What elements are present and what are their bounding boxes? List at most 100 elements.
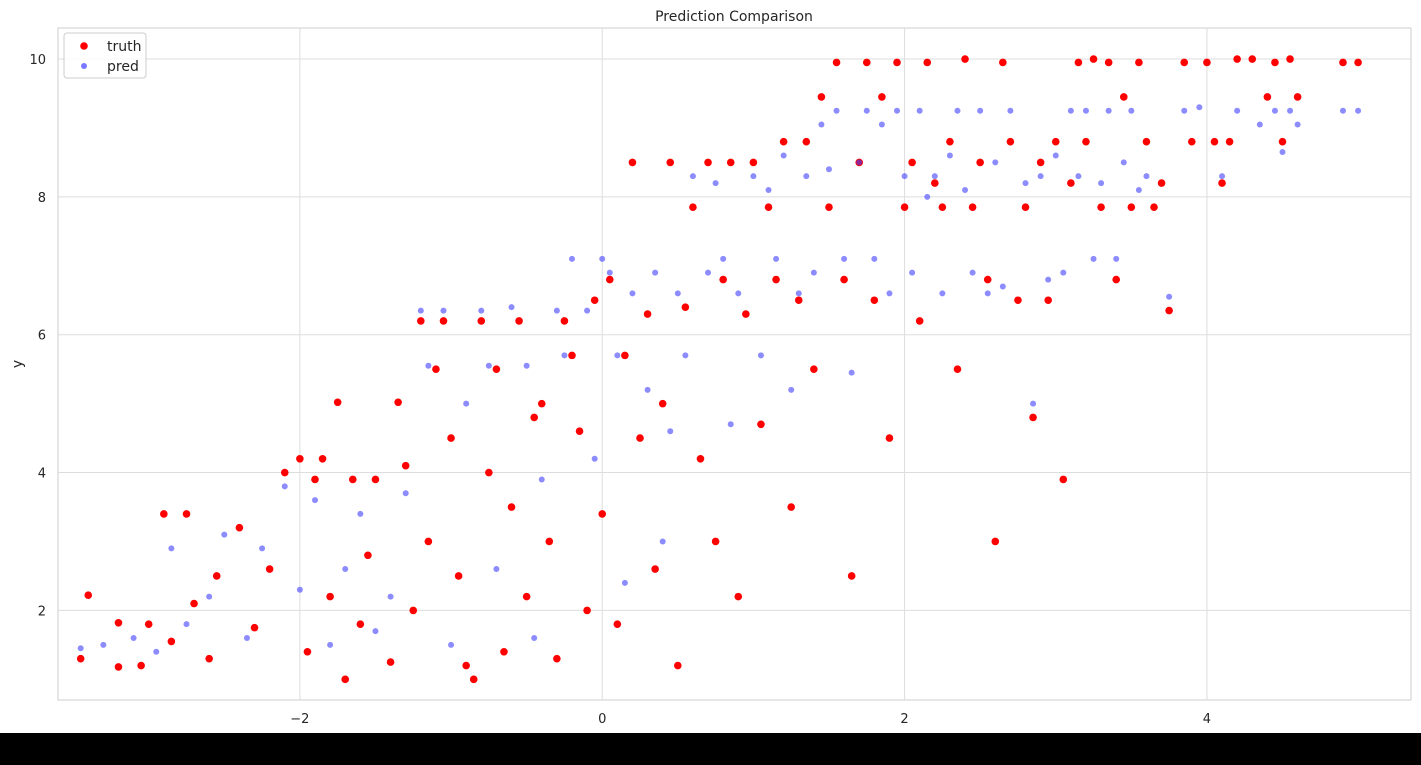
pred-point xyxy=(568,255,575,262)
truth-point xyxy=(522,592,531,601)
y-tick-labels: 2 4 6 8 10 xyxy=(29,53,46,619)
truth-point xyxy=(250,623,259,632)
pred-point xyxy=(841,255,848,262)
pred-point xyxy=(402,490,409,497)
chart-title: Prediction Comparison xyxy=(655,9,813,25)
pred-point xyxy=(296,586,303,593)
pred-point xyxy=(168,545,175,552)
truth-point xyxy=(492,365,501,373)
pred-point xyxy=(584,307,591,314)
pred-point xyxy=(773,255,780,262)
truth-point xyxy=(515,317,523,325)
truth-point xyxy=(862,58,871,67)
pred-point xyxy=(1045,276,1052,283)
truth-point xyxy=(893,58,901,67)
pred-point xyxy=(1030,400,1037,407)
pred-point xyxy=(523,362,530,369)
truth-point xyxy=(1180,58,1189,67)
pred-point xyxy=(357,510,364,517)
truth-point xyxy=(235,523,244,532)
pred-point xyxy=(962,186,969,193)
pred-point xyxy=(689,173,696,180)
legend-truth-marker xyxy=(80,42,88,50)
truth-point xyxy=(348,475,357,484)
pred-point xyxy=(1287,107,1294,114)
pred-point xyxy=(984,290,991,297)
truth-point xyxy=(485,468,493,477)
truth-point xyxy=(847,572,856,580)
pred-point xyxy=(591,455,598,462)
truth-point xyxy=(333,398,342,407)
pred-point xyxy=(682,352,689,359)
truth-point xyxy=(137,661,145,670)
truth-point xyxy=(923,58,932,67)
pred-point xyxy=(629,290,636,297)
pred-point xyxy=(1113,255,1120,262)
pred-point xyxy=(599,255,606,262)
pred-point xyxy=(1256,121,1263,128)
truth-point xyxy=(613,620,622,628)
pred-point xyxy=(803,173,810,180)
pred-point xyxy=(720,255,727,262)
truth-point xyxy=(734,592,743,601)
truth-point xyxy=(469,675,478,684)
pred-point xyxy=(795,290,802,297)
pred-point xyxy=(1075,173,1082,180)
pred-point xyxy=(508,304,515,311)
pred-point xyxy=(425,362,432,369)
pred-point xyxy=(659,538,666,545)
truth-point xyxy=(1339,58,1347,67)
pred-point xyxy=(1339,107,1346,114)
truth-point xyxy=(1278,137,1287,146)
truth-point xyxy=(560,317,569,325)
truth-point xyxy=(545,537,554,546)
pred-point xyxy=(1181,107,1188,114)
truth-point xyxy=(583,606,591,615)
truth-point xyxy=(689,203,697,211)
truth-point xyxy=(432,365,440,373)
truth-point xyxy=(764,203,773,211)
pred-point xyxy=(259,545,266,552)
truth-point xyxy=(742,310,750,318)
truth-point xyxy=(931,179,939,187)
pred-point xyxy=(1279,149,1286,156)
pred-point xyxy=(100,641,107,648)
pred-point xyxy=(705,269,712,276)
pred-point xyxy=(788,386,795,393)
pred-point xyxy=(939,290,946,297)
truth-point xyxy=(802,137,811,146)
pred-point xyxy=(735,290,742,297)
truth-point xyxy=(417,317,425,325)
pred-point xyxy=(478,307,485,314)
truth-point xyxy=(1187,137,1196,146)
figure: −2 0 2 4 2 4 6 8 10 Prediction Comparison y tru… xyxy=(0,0,1421,733)
y-tick-label: 2 xyxy=(38,604,46,619)
pred-point xyxy=(909,269,916,276)
pred-point xyxy=(667,428,674,435)
pred-point xyxy=(727,421,734,428)
pred-point xyxy=(1355,107,1362,114)
truth-point xyxy=(900,203,909,211)
pred-point xyxy=(825,166,832,173)
truth-point xyxy=(1150,203,1158,211)
pred-point xyxy=(621,579,628,586)
truth-point xyxy=(757,420,765,429)
truth-point xyxy=(182,510,191,518)
truth-point xyxy=(1127,203,1136,211)
truth-point xyxy=(636,434,644,442)
truth-point xyxy=(991,537,1000,546)
y-axis-label: y xyxy=(10,360,26,368)
truth-point xyxy=(1248,55,1257,63)
truth-point xyxy=(1067,179,1075,187)
pred-point xyxy=(674,290,681,297)
truth-point xyxy=(1263,93,1272,101)
pred-point xyxy=(916,107,923,114)
truth-point xyxy=(983,275,992,284)
pred-point xyxy=(1067,107,1074,114)
truth-point xyxy=(1029,413,1037,422)
truth-point xyxy=(696,454,705,463)
pred-point xyxy=(1022,180,1029,187)
truth-point xyxy=(371,475,380,484)
truth-point xyxy=(681,303,690,311)
truth-point xyxy=(84,591,93,600)
